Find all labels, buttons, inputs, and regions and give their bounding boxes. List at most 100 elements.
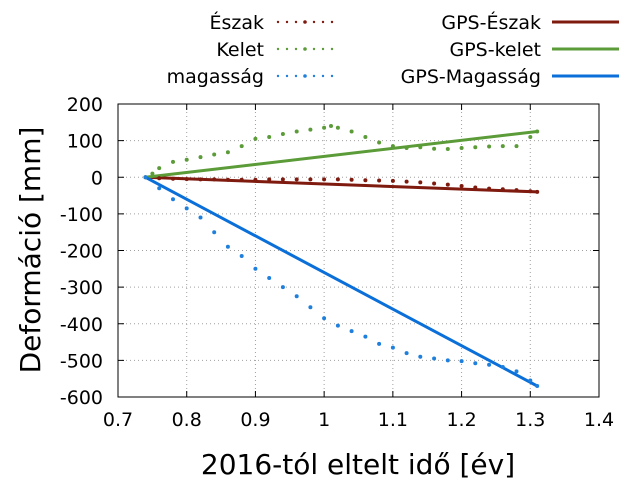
data-point [225, 150, 230, 155]
y-tick-label: -400 [60, 314, 103, 336]
data-point [280, 285, 285, 290]
data-point [280, 132, 285, 136]
data-point [445, 358, 450, 363]
data-point [157, 176, 162, 181]
data-point [500, 365, 505, 369]
series-line [145, 130, 538, 179]
data-point [459, 184, 464, 188]
x-tick-label: 1.2 [446, 409, 476, 431]
data-point [487, 186, 492, 191]
data-point [349, 177, 354, 182]
legend-swatch [312, 74, 316, 78]
x-tick-label: 1.3 [515, 409, 545, 431]
legend-swatch [276, 74, 280, 78]
series-layer [143, 124, 540, 388]
data-point [335, 177, 340, 182]
legend-label: Észak [209, 11, 264, 34]
y-tick-label: 200 [67, 94, 103, 116]
grid-lines [118, 104, 599, 397]
data-point [535, 384, 540, 388]
y-tick-label: -600 [60, 387, 103, 409]
legend-swatch [294, 74, 298, 78]
legend-swatch [321, 74, 325, 78]
data-point [308, 127, 313, 132]
data-point [225, 244, 230, 249]
y-tick-label: -300 [60, 277, 103, 299]
data-point [184, 157, 189, 162]
data-point [212, 177, 217, 182]
legend-swatch [321, 47, 325, 51]
data-point [349, 329, 354, 334]
data-point [473, 361, 478, 366]
data-point [294, 294, 299, 299]
data-point [308, 177, 313, 182]
data-point [322, 125, 327, 130]
data-point [487, 144, 492, 149]
x-tick-label: 1.4 [584, 409, 614, 431]
y-tick-label: 100 [67, 131, 103, 153]
data-point [212, 230, 217, 235]
legend-swatch [294, 47, 298, 51]
data-point [198, 177, 203, 182]
legend-swatch [330, 47, 334, 51]
y-tick-label: 0 [91, 167, 103, 189]
series-line [145, 175, 538, 194]
data-point [253, 266, 258, 271]
y-axis-label: Deformáció [mm] [14, 127, 47, 374]
x-tick-label: 0.7 [103, 409, 133, 431]
data-point [432, 356, 437, 361]
data-point [349, 129, 354, 134]
data-point [390, 144, 395, 149]
data-point [280, 177, 285, 182]
data-point [335, 125, 340, 130]
data-point [535, 129, 540, 134]
legend-swatch [303, 47, 307, 51]
data-point [500, 187, 505, 192]
data-point [171, 159, 175, 164]
y-tick-label: -200 [60, 241, 103, 263]
data-point [432, 146, 437, 151]
legend-swatch [303, 20, 307, 24]
legend-swatch [330, 20, 334, 24]
data-point [322, 316, 327, 321]
data-point [404, 351, 409, 356]
data-point [459, 146, 464, 150]
data-point [198, 215, 203, 220]
y-tick-label: -100 [60, 204, 103, 226]
legend-label: GPS-Magasság [401, 66, 541, 88]
data-point [335, 323, 340, 328]
data-point [253, 136, 258, 141]
data-point [377, 341, 382, 346]
legend-label: GPS-Észak [441, 11, 541, 34]
data-point [390, 178, 395, 183]
legend-swatch [312, 20, 316, 24]
data-point [363, 178, 368, 183]
data-point [363, 334, 368, 339]
data-point [514, 369, 519, 374]
data-point [404, 179, 409, 184]
legend-swatch [294, 20, 298, 24]
data-point [322, 177, 327, 182]
legend-swatch [330, 74, 334, 78]
data-point [418, 180, 423, 185]
legend-swatch [285, 74, 289, 78]
data-point [294, 177, 299, 182]
data-point [184, 177, 189, 182]
legend-swatch [276, 20, 280, 24]
data-point [267, 276, 272, 280]
data-point [500, 144, 505, 149]
data-point [514, 188, 519, 193]
legend-label: GPS-kelet [449, 39, 541, 61]
data-point [239, 144, 244, 149]
x-tick-label: 1 [318, 409, 330, 431]
data-point [473, 185, 478, 190]
data-point [308, 305, 313, 310]
data-point [459, 359, 464, 364]
data-point [445, 182, 450, 187]
legend-label: magasság [167, 66, 264, 88]
data-point [171, 197, 175, 202]
data-point [267, 135, 272, 139]
data-point [157, 166, 162, 171]
data-point [253, 177, 258, 182]
legend-swatch [321, 20, 325, 24]
